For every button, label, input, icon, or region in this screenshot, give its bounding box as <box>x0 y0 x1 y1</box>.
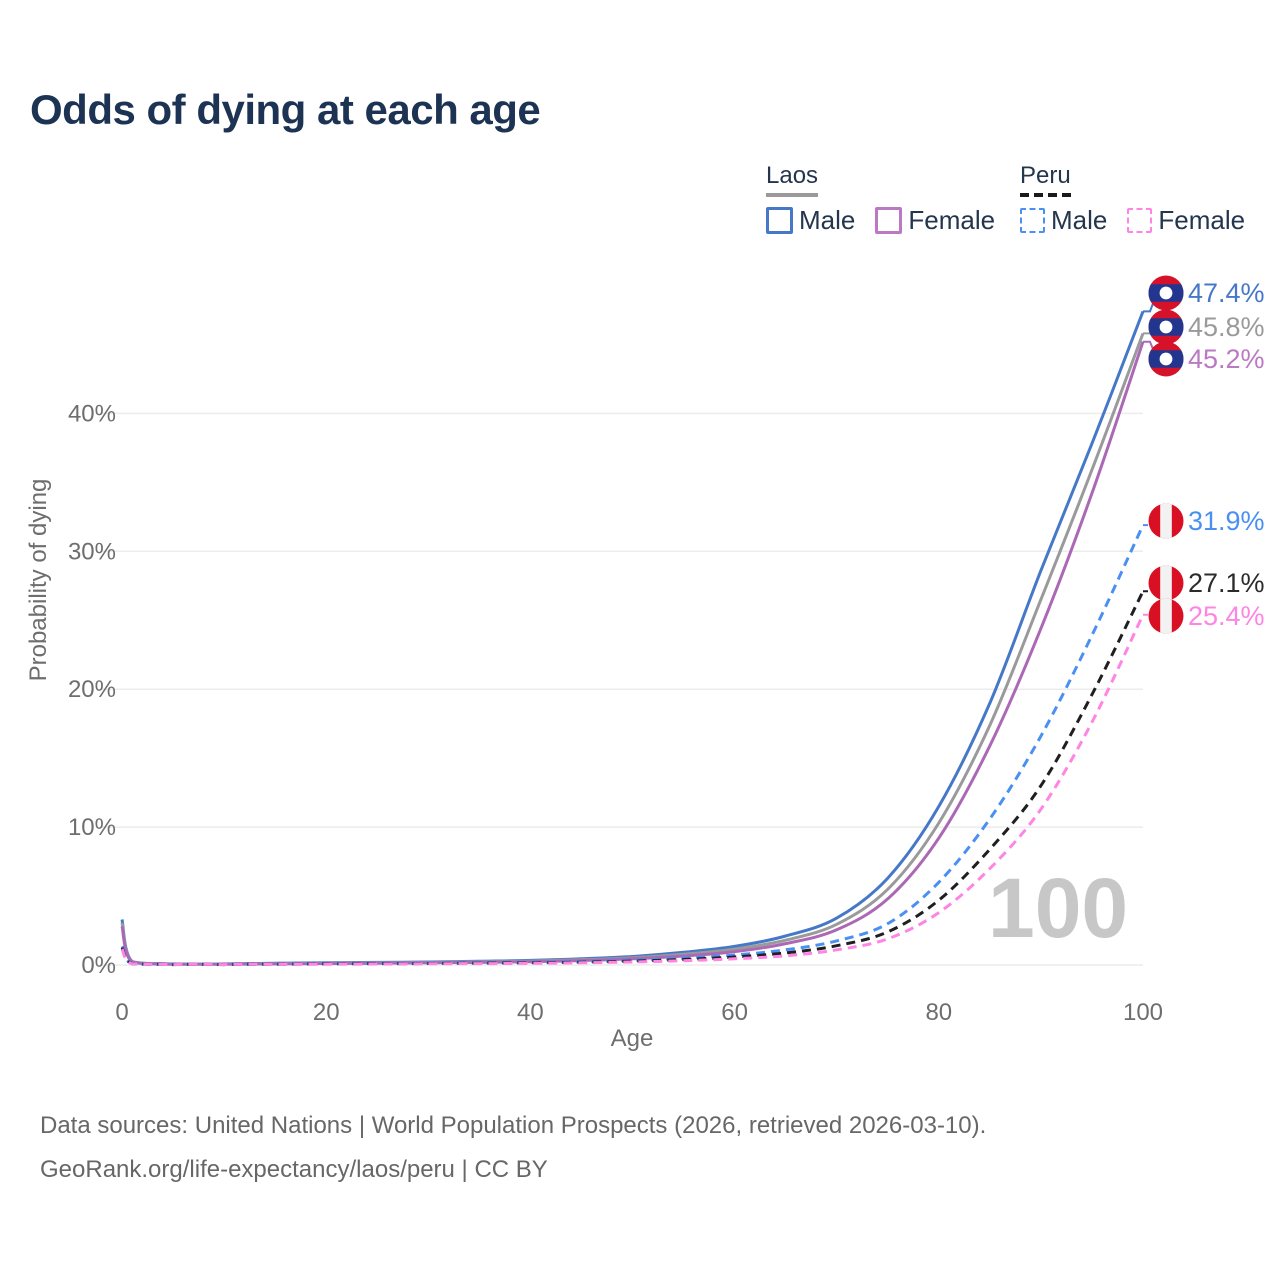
legend-group-title-laos: Laos <box>766 162 819 189</box>
legend-item-laos-male[interactable]: Male <box>766 205 855 236</box>
footer: Data sources: United Nations | World Pop… <box>40 1104 986 1192</box>
end-label-laos-female: 45.2% <box>1188 344 1265 374</box>
y-tick-30%: 30% <box>68 538 116 565</box>
legend-item-laos-female[interactable]: Female <box>875 205 995 236</box>
x-tick-0: 0 <box>115 999 128 1026</box>
laos-total-line-sample <box>766 193 818 197</box>
peru-female-swatch-icon <box>1127 208 1153 233</box>
x-tick-20: 20 <box>313 999 340 1026</box>
series-line-laos-female <box>120 341 1145 966</box>
x-tick-80: 80 <box>925 999 952 1026</box>
attribution-line: GeoRank.org/life-expectancy/laos/peru | … <box>40 1156 548 1183</box>
x-tick-40: 40 <box>517 999 544 1026</box>
age-counter-watermark: 100 <box>988 861 1129 955</box>
x-tick-60: 60 <box>721 999 748 1026</box>
peru-flag-icon <box>1148 503 1184 539</box>
end-label-peru-female: 25.4% <box>1188 601 1265 631</box>
x-axis-title: Age <box>611 1025 654 1052</box>
y-tick-10%: 10% <box>68 814 116 841</box>
legend-item-peru-female[interactable]: Female <box>1127 205 1245 236</box>
legend-item-peru-male[interactable]: Male <box>1020 205 1107 236</box>
series-curves <box>120 310 1145 967</box>
end-label-peru-both-sexes: 27.1% <box>1188 568 1265 598</box>
data-source-line: Data sources: United Nations | World Pop… <box>40 1112 987 1139</box>
series-line-peru-female <box>120 614 1145 967</box>
page-title: Odds of dying at each age <box>30 86 541 133</box>
y-axis-title: Probability of dying <box>25 479 52 682</box>
legend-item-label: Female <box>1158 205 1246 235</box>
x-axis-ticks: 0 20 40 60 80 100 <box>115 999 1163 1026</box>
legend-item-label: Male <box>799 205 856 235</box>
series-line-peru-both-sexes <box>120 590 1145 967</box>
legend-item-label: Female <box>908 205 996 235</box>
end-label-laos-male: 47.4% <box>1188 278 1265 308</box>
series-line-laos-male <box>120 310 1145 966</box>
gridlines <box>100 412 1143 966</box>
end-value-labels: 47.4% 45.8%45.2% 31.9% 27.1%25.4% <box>1188 278 1265 631</box>
peru-total-line-sample <box>1020 193 1072 197</box>
y-tick-40%: 40% <box>68 400 116 427</box>
series-line-peru-male <box>120 524 1145 966</box>
laos-flag-icon <box>1148 275 1184 311</box>
peru-flag-icon <box>1148 598 1184 634</box>
flag-icons <box>1148 275 1184 634</box>
legend-item-label: Male <box>1051 205 1108 235</box>
laos-female-swatch-icon <box>875 207 903 234</box>
laos-male-swatch-icon <box>766 207 793 234</box>
peru-flag-icon <box>1148 565 1184 601</box>
legend-group-laos: Laos Male Female <box>766 162 1015 236</box>
laos-flag-icon <box>1148 341 1184 377</box>
legend-group-peru: Peru Male Female <box>1020 162 1265 236</box>
x-tick-100: 100 <box>1123 999 1163 1026</box>
legend-group-title-peru: Peru <box>1020 162 1071 189</box>
laos-flag-icon <box>1148 309 1184 345</box>
y-axis-ticks: 0% 10% 20% 30% 40% <box>68 400 116 979</box>
end-label-laos-both-sexes: 45.8% <box>1188 312 1265 342</box>
y-tick-20%: 20% <box>68 676 116 703</box>
peru-male-swatch-icon <box>1020 208 1045 233</box>
y-tick-0%: 0% <box>81 952 116 979</box>
end-label-peru-male: 31.9% <box>1188 506 1265 536</box>
